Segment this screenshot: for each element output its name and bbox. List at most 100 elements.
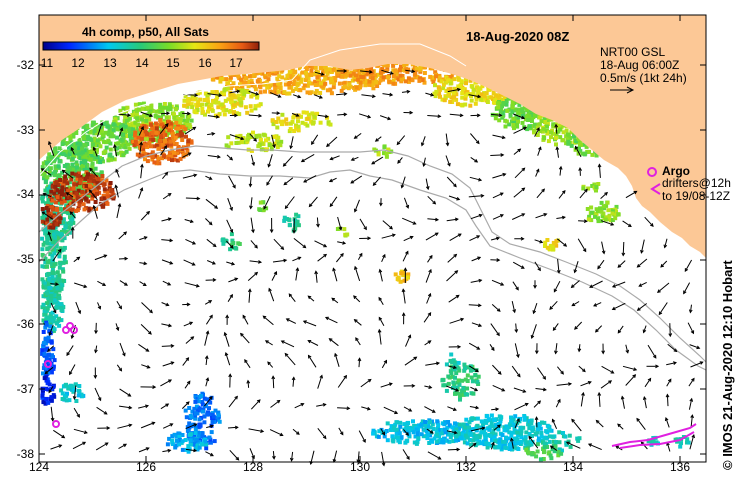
- current-arrow-head: [541, 188, 546, 193]
- current-arrow-head: [437, 456, 442, 460]
- current-arrow-head: [405, 432, 409, 436]
- current-arrow: [598, 392, 601, 407]
- current-arrow-head: [316, 223, 320, 228]
- current-arrow-head: [497, 424, 501, 429]
- current-arrow-head: [280, 246, 285, 251]
- current-arrow: [118, 258, 128, 260]
- current-arrow: [446, 270, 458, 282]
- current-arrow: [229, 134, 244, 140]
- current-arrow: [512, 281, 519, 290]
- current-arrow-head: [457, 233, 462, 237]
- current-arrow: [185, 423, 197, 430]
- current-arrow-head: [189, 219, 194, 223]
- current-arrow: [181, 401, 190, 409]
- current-arrow: [401, 90, 410, 93]
- current-arrow-head: [534, 350, 539, 355]
- current-arrow: [273, 238, 284, 250]
- current-arrow: [117, 424, 132, 429]
- current-arrow: [185, 336, 194, 344]
- current-arrow-head: [429, 254, 433, 259]
- current-arrow-head: [240, 136, 245, 141]
- current-arrow-head: [187, 152, 192, 156]
- current-arrow: [337, 241, 346, 244]
- current-arrow: [379, 115, 391, 120]
- current-arrow-head: [331, 297, 336, 302]
- argo-marker: [52, 420, 60, 428]
- current-arrow-head: [262, 315, 267, 320]
- current-arrow: [89, 189, 98, 201]
- current-arrow: [226, 219, 233, 233]
- current-arrow-head: [663, 244, 668, 249]
- current-arrow-head: [143, 236, 148, 240]
- current-arrow-head: [69, 211, 74, 215]
- current-arrow-head: [475, 405, 480, 410]
- current-arrow-head: [47, 348, 51, 353]
- current-arrow: [248, 114, 262, 117]
- current-arrow: [204, 396, 213, 407]
- current-arrow: [138, 343, 149, 352]
- current-arrow: [358, 113, 371, 118]
- current-arrow: [490, 113, 502, 116]
- current-arrow-head: [445, 142, 450, 147]
- current-arrow-head: [57, 248, 62, 253]
- current-arrow: [265, 340, 273, 346]
- current-arrow-head: [307, 340, 312, 344]
- current-arrow-head: [496, 308, 501, 312]
- current-arrow: [138, 187, 143, 199]
- current-arrow: [552, 323, 559, 331]
- current-arrow-head: [368, 69, 373, 74]
- current-arrow-head: [295, 113, 300, 117]
- current-arrow-head: [690, 330, 695, 335]
- current-arrow-head: [332, 267, 336, 272]
- current-arrow: [382, 220, 393, 230]
- current-arrow-head: [334, 352, 338, 357]
- current-arrow-head: [532, 310, 537, 315]
- current-arrow: [337, 216, 342, 230]
- current-arrow: [491, 304, 501, 312]
- colorbar-tick: 17: [229, 56, 243, 70]
- current-arrow: [141, 364, 150, 369]
- current-arrow: [378, 297, 384, 305]
- current-arrow-head: [557, 398, 561, 403]
- current-arrow-head: [94, 330, 98, 335]
- current-arrow-head: [249, 205, 253, 210]
- current-arrow-head: [269, 229, 274, 234]
- current-arrow: [48, 231, 52, 241]
- current-arrow-head: [272, 455, 276, 460]
- current-arrow-head: [528, 435, 533, 440]
- current-arrow-head: [520, 236, 525, 241]
- current-arrow: [552, 419, 558, 430]
- current-arrow-head: [627, 223, 632, 228]
- current-arrow: [469, 176, 482, 181]
- current-arrow: [555, 343, 558, 354]
- current-arrow-head: [640, 249, 644, 254]
- current-arrow-head: [501, 135, 506, 140]
- current-arrow-head: [229, 229, 234, 234]
- lon-tick-label: 132: [455, 460, 477, 474]
- current-arrow: [354, 199, 360, 212]
- current-arrow: [161, 302, 169, 306]
- current-arrow: [353, 295, 361, 303]
- current-arrow: [250, 399, 261, 410]
- current-arrow: [226, 240, 234, 249]
- current-arrow-head: [122, 352, 126, 357]
- current-arrow: [333, 450, 338, 463]
- current-arrow-head: [391, 233, 396, 238]
- current-arrow-head: [667, 378, 672, 383]
- current-arrow-head: [476, 113, 481, 118]
- current-arrow: [403, 236, 414, 242]
- current-arrow: [141, 302, 153, 313]
- current-arrow-head: [521, 187, 526, 192]
- current-arrow: [73, 385, 77, 400]
- current-arrow-head: [537, 400, 542, 405]
- current-arrow: [74, 282, 87, 288]
- current-arrow-head: [425, 186, 430, 191]
- info-line-3: 0.5m/s (1kt 24h): [600, 71, 687, 85]
- current-arrow-head: [604, 191, 608, 196]
- current-arrow: [622, 365, 637, 371]
- current-arrow: [224, 332, 230, 347]
- current-arrow-head: [193, 423, 198, 427]
- current-arrow: [140, 111, 153, 117]
- current-arrow: [66, 192, 74, 198]
- current-arrow: [95, 442, 109, 451]
